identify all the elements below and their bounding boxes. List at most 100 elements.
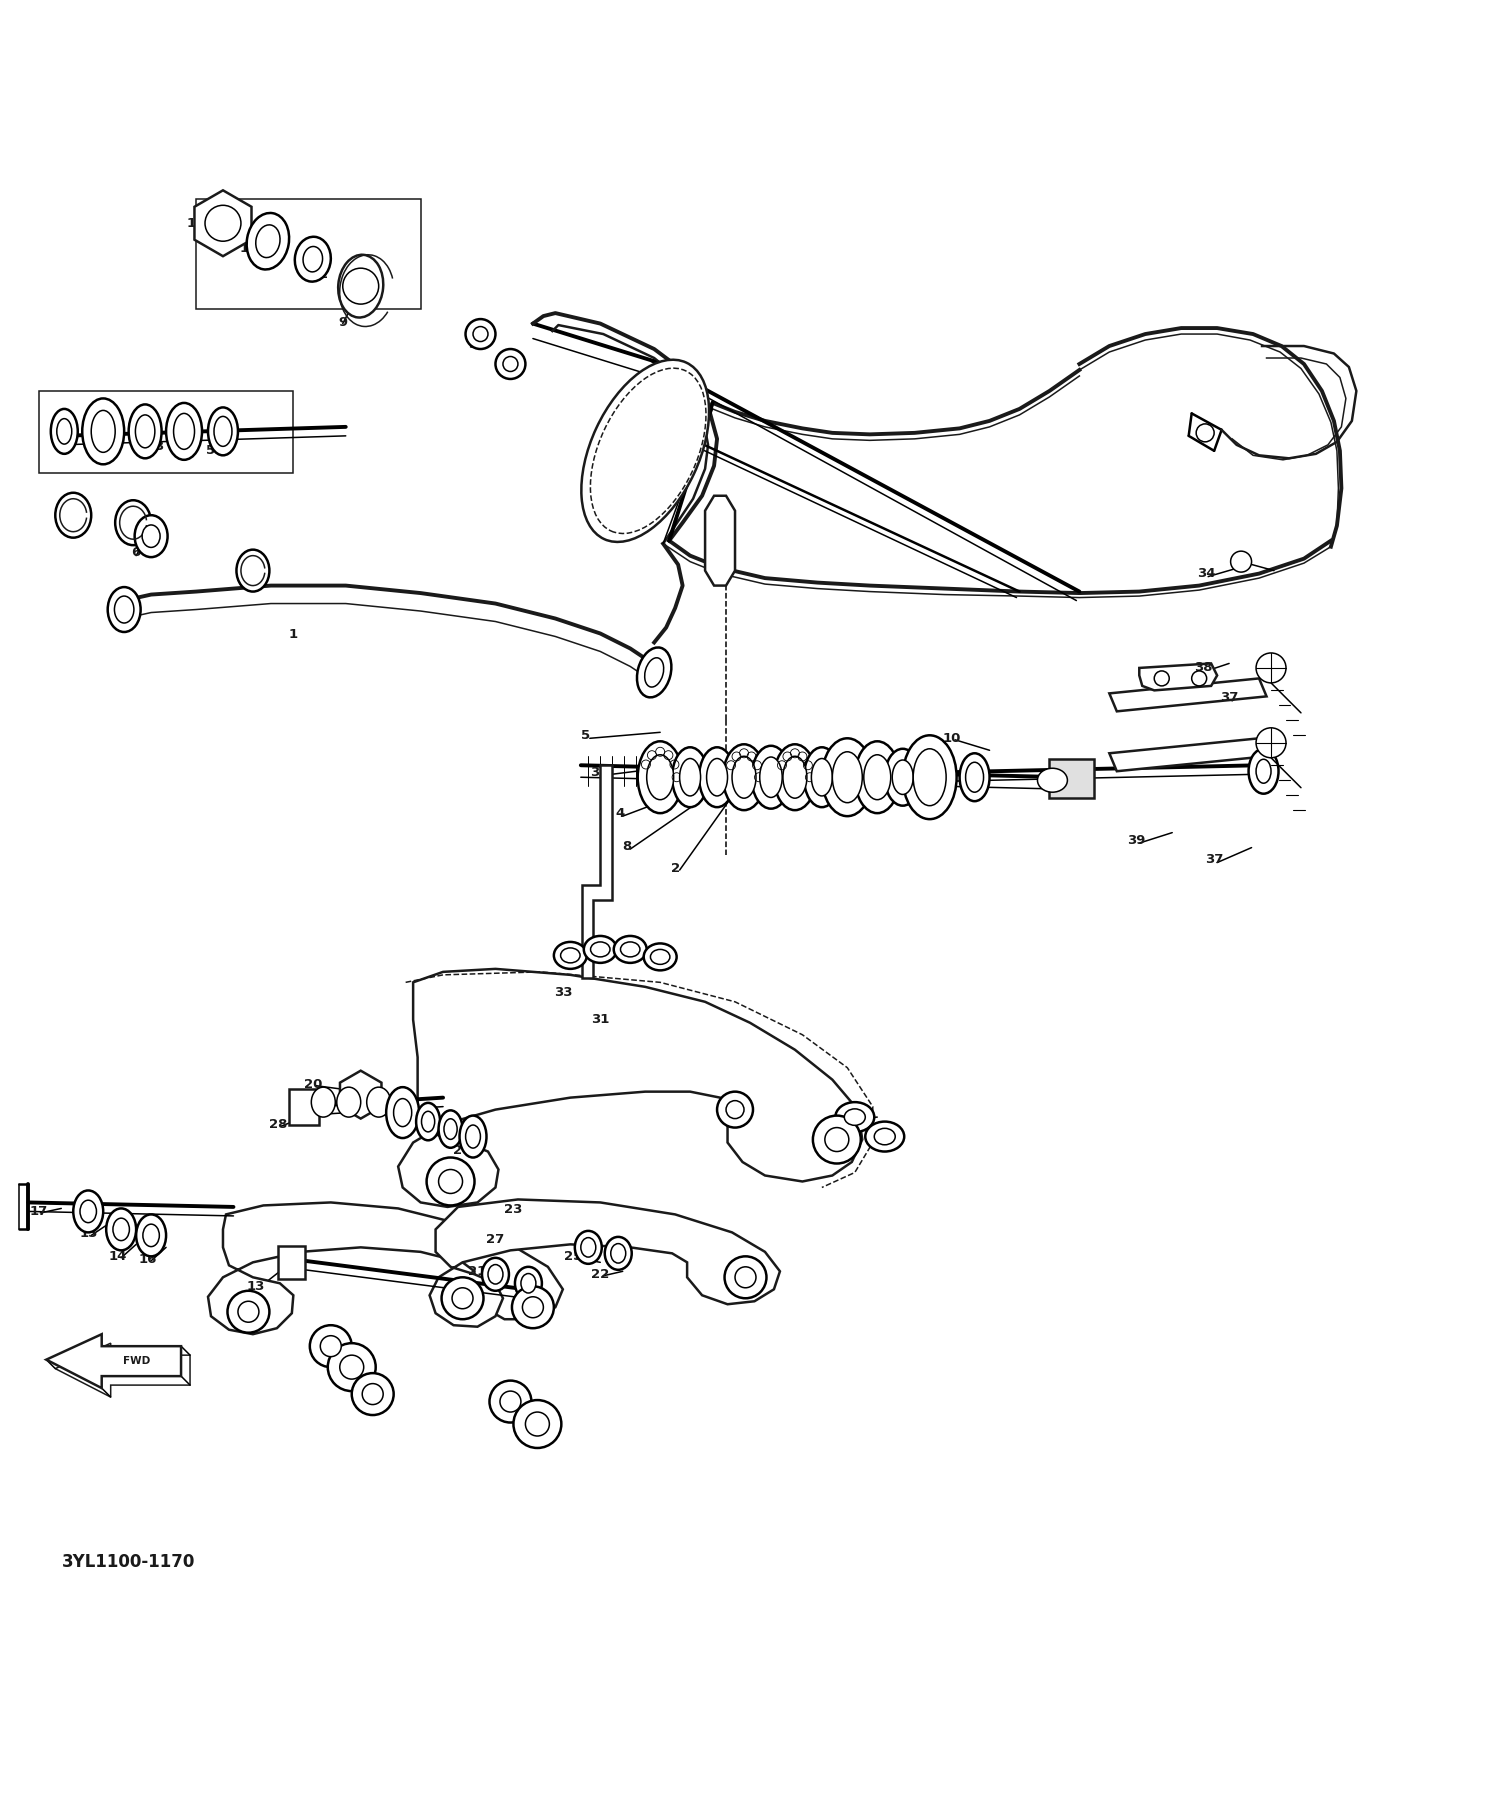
Text: 10: 10 (944, 733, 962, 745)
Text: 5: 5 (580, 729, 590, 742)
Ellipse shape (135, 515, 168, 558)
Circle shape (735, 1267, 756, 1287)
Polygon shape (46, 1334, 182, 1388)
Ellipse shape (438, 1111, 462, 1148)
Text: 36: 36 (468, 338, 488, 351)
Text: 2: 2 (318, 268, 328, 281)
Ellipse shape (142, 526, 160, 547)
Circle shape (503, 356, 518, 371)
Ellipse shape (554, 941, 586, 968)
Circle shape (1230, 551, 1251, 572)
Ellipse shape (864, 754, 891, 799)
Circle shape (452, 1287, 472, 1309)
Ellipse shape (135, 414, 154, 448)
Ellipse shape (142, 1224, 159, 1247)
Ellipse shape (836, 1102, 874, 1132)
Circle shape (489, 1381, 531, 1422)
Ellipse shape (774, 743, 816, 810)
Text: 35: 35 (506, 364, 524, 376)
Ellipse shape (885, 749, 921, 806)
Ellipse shape (833, 752, 862, 803)
Circle shape (238, 1301, 260, 1323)
Circle shape (426, 1157, 474, 1206)
Ellipse shape (732, 756, 756, 797)
Ellipse shape (444, 1120, 458, 1139)
Circle shape (441, 1278, 483, 1319)
Circle shape (495, 349, 525, 380)
Ellipse shape (903, 736, 957, 819)
Ellipse shape (855, 742, 900, 814)
Text: 19: 19 (363, 1391, 382, 1404)
Text: 37: 37 (1220, 691, 1239, 704)
Ellipse shape (57, 419, 72, 445)
Text: 4: 4 (615, 806, 624, 819)
Text: 30: 30 (528, 1420, 546, 1433)
Bar (290, 1089, 320, 1125)
Text: 39: 39 (1126, 833, 1146, 846)
Text: 25: 25 (564, 1249, 582, 1264)
Ellipse shape (1256, 760, 1270, 783)
Ellipse shape (366, 1087, 390, 1118)
Ellipse shape (416, 1103, 440, 1141)
Ellipse shape (759, 758, 782, 797)
Ellipse shape (80, 1201, 96, 1222)
Ellipse shape (646, 754, 674, 799)
Circle shape (344, 268, 378, 304)
Ellipse shape (56, 493, 92, 538)
Ellipse shape (610, 1244, 626, 1264)
Text: 33: 33 (554, 986, 572, 999)
Ellipse shape (621, 941, 640, 958)
Text: 28: 28 (268, 1118, 288, 1130)
Text: 23: 23 (504, 1204, 522, 1217)
Circle shape (1256, 727, 1286, 758)
Polygon shape (1110, 679, 1266, 711)
Circle shape (726, 1100, 744, 1118)
Ellipse shape (561, 949, 580, 963)
Polygon shape (209, 1202, 562, 1334)
Circle shape (825, 1127, 849, 1152)
Text: 3: 3 (154, 439, 164, 454)
Text: 29: 29 (498, 1399, 516, 1411)
Ellipse shape (338, 256, 384, 317)
Text: 20: 20 (303, 1078, 322, 1091)
Ellipse shape (783, 756, 807, 797)
Ellipse shape (209, 407, 238, 455)
Text: 26: 26 (426, 1127, 445, 1139)
Ellipse shape (390, 1087, 414, 1118)
Ellipse shape (614, 936, 646, 963)
Polygon shape (340, 1071, 381, 1118)
Ellipse shape (136, 1215, 166, 1256)
Ellipse shape (386, 1087, 418, 1138)
Circle shape (1155, 671, 1168, 686)
Circle shape (512, 1287, 554, 1328)
Text: 7: 7 (244, 567, 254, 580)
Ellipse shape (651, 949, 670, 965)
Ellipse shape (312, 1087, 336, 1118)
Text: 27: 27 (399, 1111, 418, 1123)
Circle shape (717, 1091, 753, 1127)
Text: 14: 14 (110, 1249, 128, 1264)
Ellipse shape (114, 596, 134, 623)
Text: 37: 37 (1204, 853, 1224, 866)
Circle shape (321, 1336, 342, 1357)
Ellipse shape (822, 738, 873, 815)
Ellipse shape (574, 1231, 602, 1264)
Ellipse shape (465, 1125, 480, 1148)
Polygon shape (429, 1199, 780, 1327)
Ellipse shape (706, 758, 728, 796)
Ellipse shape (482, 1258, 508, 1291)
Text: 24: 24 (453, 1143, 471, 1157)
Ellipse shape (1248, 749, 1278, 794)
Ellipse shape (108, 587, 141, 632)
Ellipse shape (844, 1109, 865, 1125)
Ellipse shape (488, 1265, 502, 1283)
Circle shape (1196, 423, 1214, 441)
Circle shape (813, 1116, 861, 1163)
Ellipse shape (804, 747, 840, 806)
Text: 21: 21 (468, 1265, 486, 1278)
Ellipse shape (82, 398, 124, 464)
Text: 3YL1100-1170: 3YL1100-1170 (62, 1553, 195, 1571)
Ellipse shape (812, 758, 832, 796)
Ellipse shape (422, 1111, 435, 1132)
Circle shape (465, 319, 495, 349)
